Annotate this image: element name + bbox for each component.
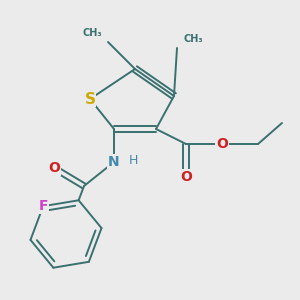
- Text: CH₃: CH₃: [183, 34, 203, 44]
- Text: O: O: [180, 170, 192, 184]
- Text: N: N: [108, 155, 120, 169]
- Text: S: S: [85, 92, 95, 106]
- Text: F: F: [38, 199, 48, 213]
- Text: H: H: [129, 154, 138, 167]
- Text: O: O: [216, 137, 228, 151]
- Text: O: O: [48, 161, 60, 175]
- Text: CH₃: CH₃: [82, 28, 102, 38]
